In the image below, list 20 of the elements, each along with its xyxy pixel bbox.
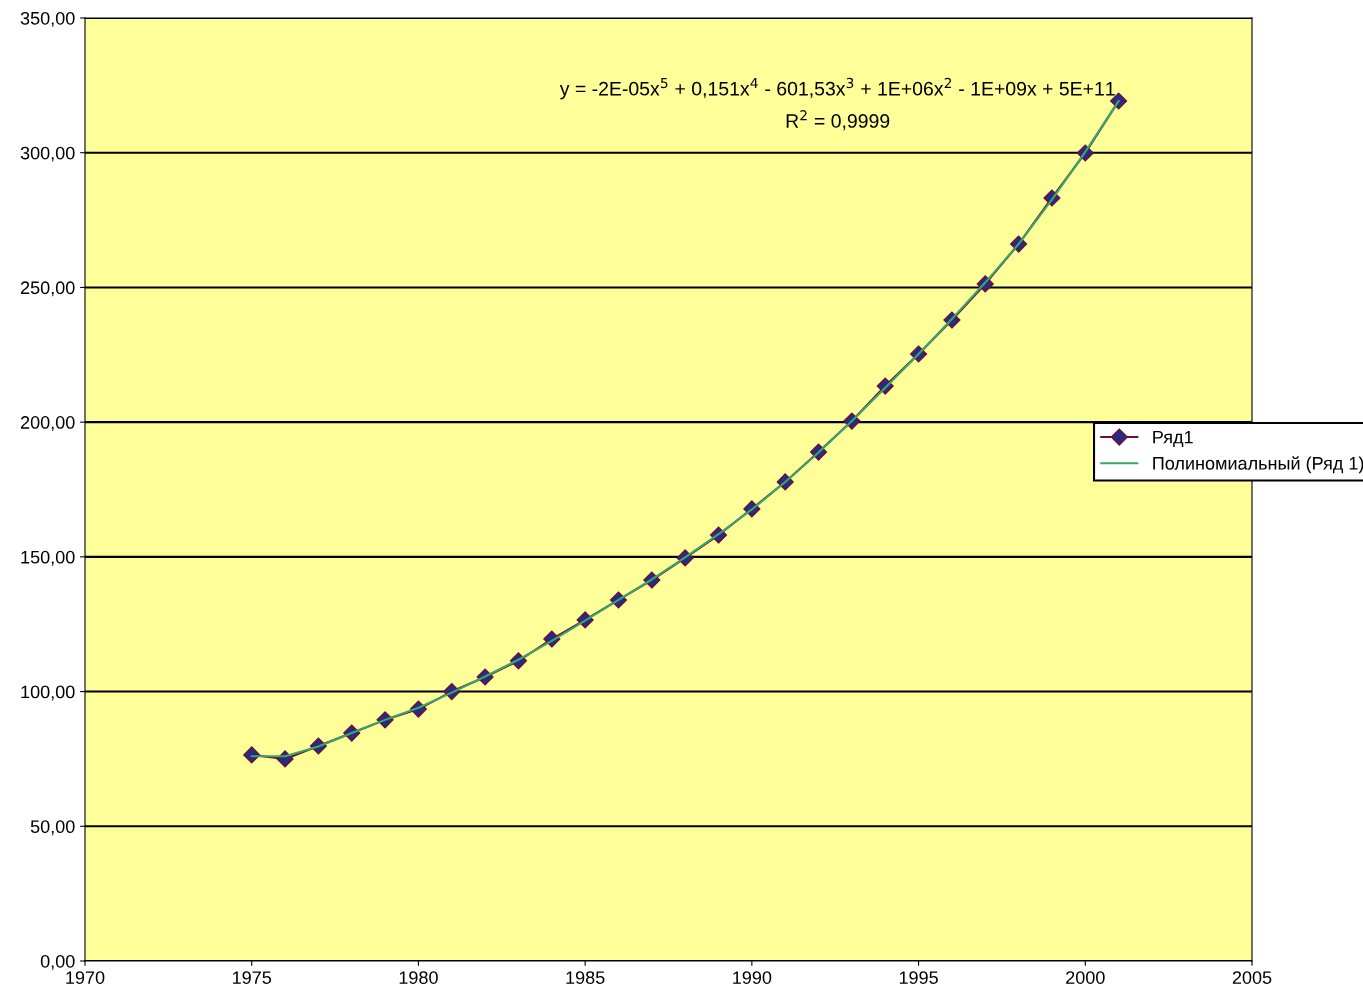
x-tick-label: 2005 <box>1232 971 1272 984</box>
y-tick-label: 150,00 <box>21 550 75 566</box>
annotation: R$^{2}$ = 0,9999 <box>786 110 890 131</box>
y-tick-label: 200,00 <box>20 416 75 431</box>
legend-label: Полиномиальный (Ряд 1) <box>1153 456 1363 474</box>
x-tick-label: 1970 <box>66 971 105 984</box>
x-tick-label: 1980 <box>399 971 438 984</box>
y-tick-label: 50,00 <box>30 820 75 836</box>
y-tick-label: 250,00 <box>20 281 75 297</box>
y-tick-label: 100,00 <box>21 685 75 701</box>
text: y = -2E-05x$^{5}$ + 0,151x$^{4}$ - 601,53x$^{3}$ + 1E+06x$^{2}$ - 1E+09x + 5E+11 <box>559 77 1115 100</box>
x-tick-label: 1985 <box>566 971 605 984</box>
y-tick-label: 300,00 <box>20 146 75 162</box>
x-tick-label: 1975 <box>233 971 272 984</box>
y-tick-label: 350,00 <box>20 11 75 27</box>
x-tick-label: 1990 <box>733 971 772 984</box>
y-tick-label: 0,00 <box>40 954 75 970</box>
x-tick-label: 1995 <box>899 971 938 984</box>
x-tick-label: 2000 <box>1066 971 1105 984</box>
legend-label: Ряд1 <box>1153 430 1193 447</box>
